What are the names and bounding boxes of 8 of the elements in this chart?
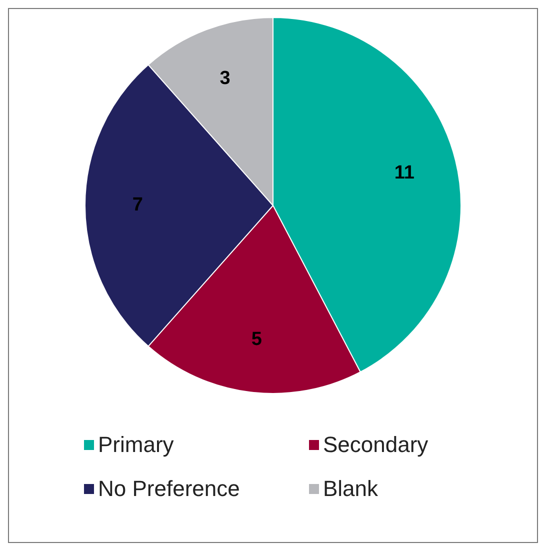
data-label: 3 bbox=[220, 68, 230, 90]
data-label: 11 bbox=[394, 162, 415, 184]
data-label: 7 bbox=[132, 194, 143, 216]
legend-label: No Preference bbox=[98, 476, 240, 502]
legend-label: Primary bbox=[98, 432, 174, 458]
data-label: 5 bbox=[251, 329, 262, 350]
legend-label: Secondary bbox=[323, 432, 428, 458]
legend-label: Blank bbox=[323, 476, 378, 502]
